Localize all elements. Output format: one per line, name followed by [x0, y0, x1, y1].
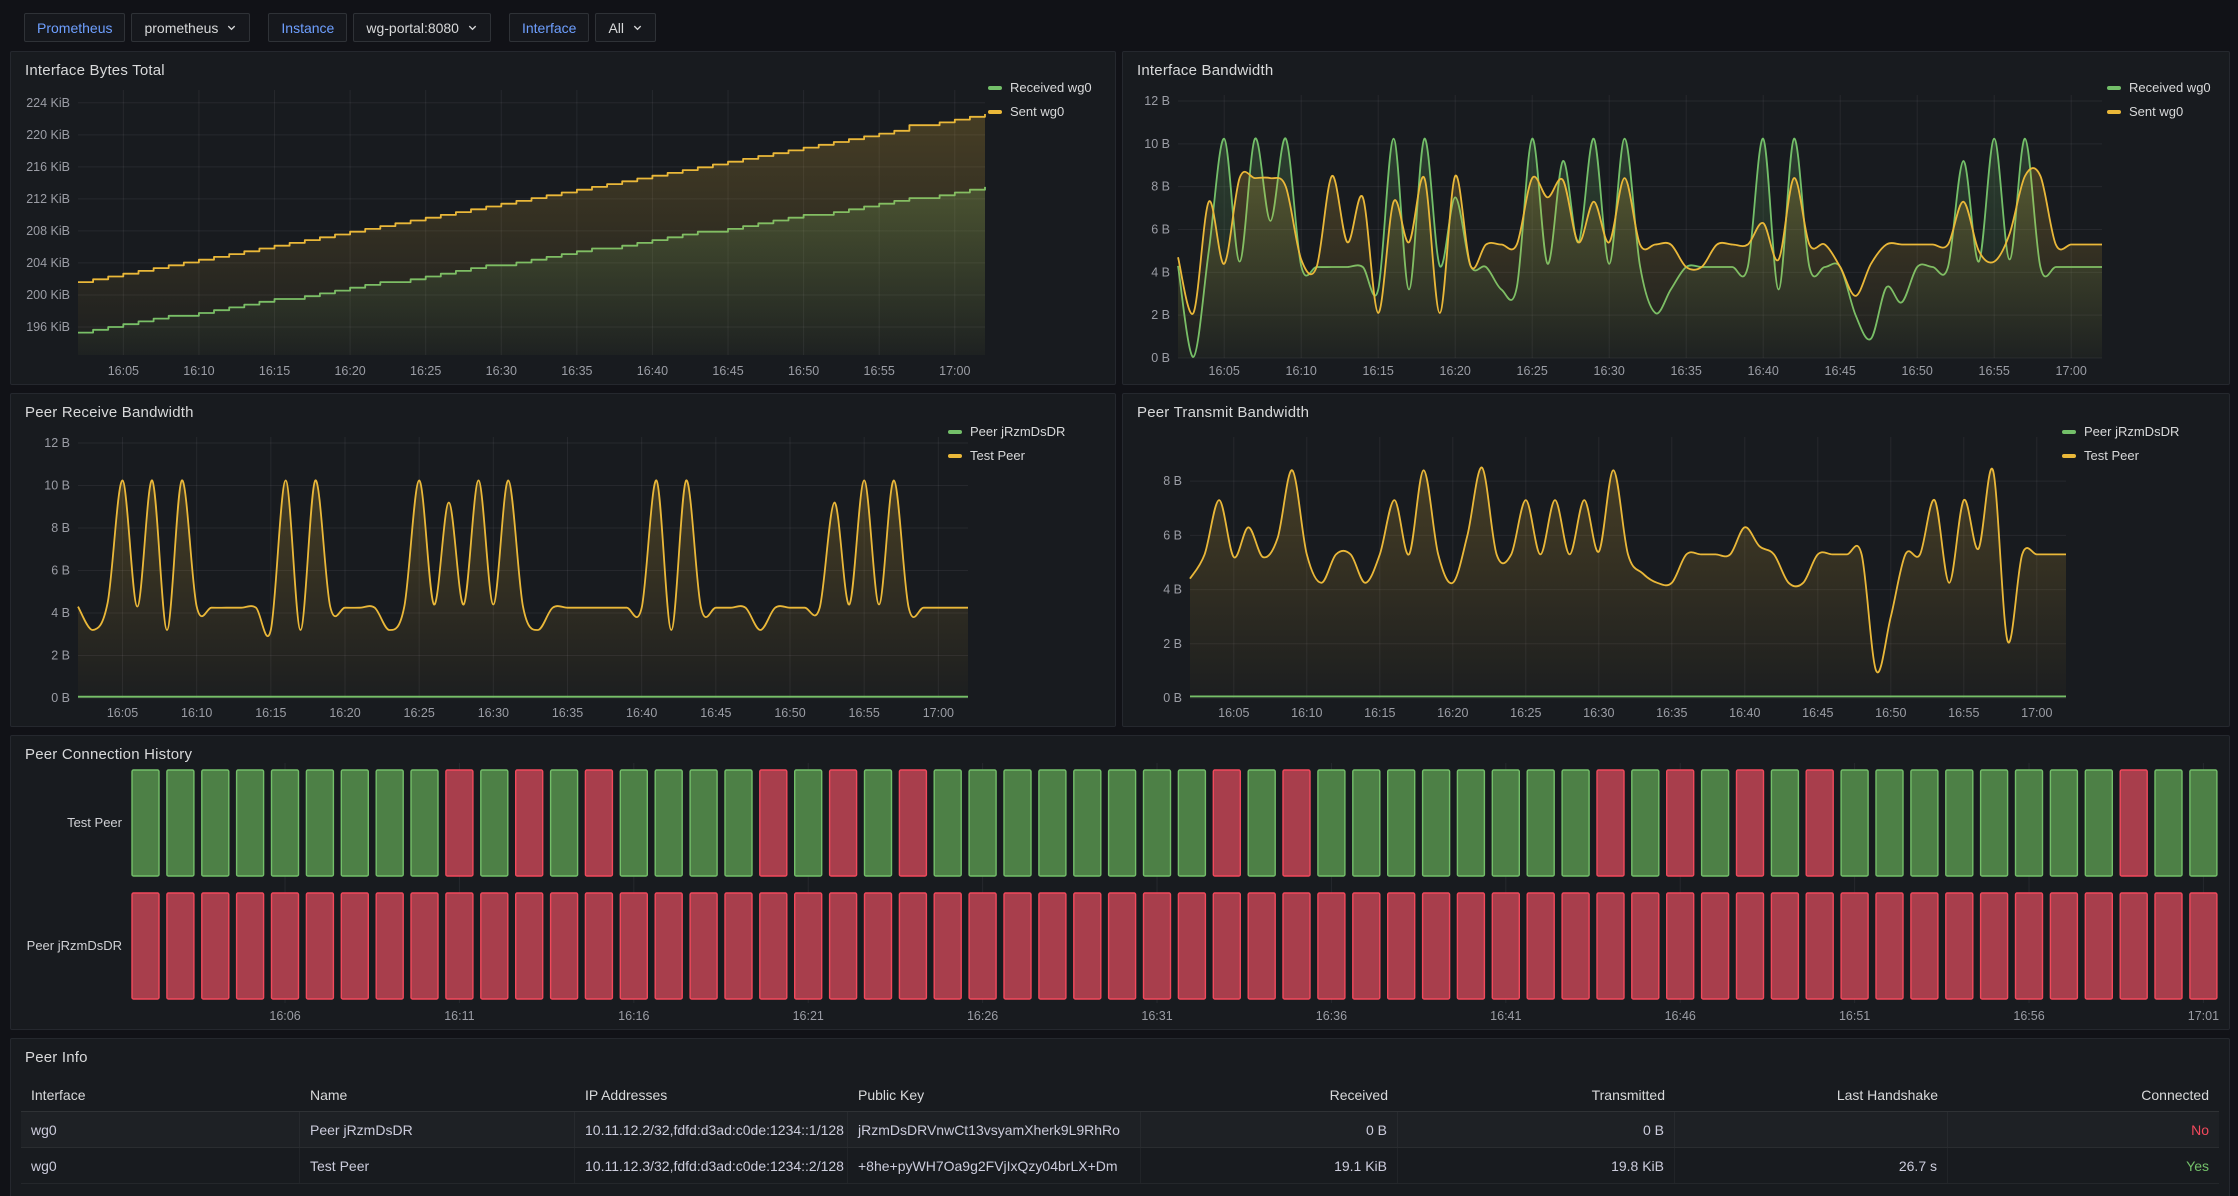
table-header-row: Interface Name IP Addresses Public Key Recei… [21, 1079, 2219, 1112]
legend-label: Sent wg0 [1010, 104, 1065, 119]
legend-item[interactable]: Peer jRzmDsDR [2062, 424, 2179, 439]
table-cell: Peer jRzmDsDR [300, 1112, 575, 1147]
panel-title[interactable]: Peer Connection History [25, 746, 193, 763]
table-cell: 0 B [1398, 1112, 1675, 1147]
legend-label: Received wg0 [2129, 80, 2211, 95]
panel-title[interactable]: Interface Bytes Total [25, 62, 165, 79]
chevron-down-icon [633, 25, 642, 31]
legend-label: Peer jRzmDsDR [2084, 424, 2180, 439]
connected-status: Yes [2186, 1157, 2209, 1174]
table-header-cell[interactable]: Received [1329, 1087, 1388, 1103]
table-cell [1675, 1112, 1948, 1147]
connected-status: No [2191, 1121, 2209, 1138]
table-cell: 10.11.12.3/32,fdfd:d3ad:c0de:1234::2/128 [575, 1148, 848, 1183]
legend-peer-transmit: Peer jRzmDsDR Test Peer [2062, 424, 2179, 463]
variable-value-interface-dropdown[interactable]: All [595, 13, 657, 42]
series-color-swatch [988, 109, 1002, 114]
legend-item[interactable]: Received wg0 [2107, 80, 2211, 95]
variable-value-prometheus-dropdown[interactable]: prometheus [131, 13, 251, 42]
panel-interface-bytes-total: Interface Bytes Total [10, 51, 1116, 385]
table-header-cell[interactable]: Transmitted [1591, 1087, 1665, 1103]
table-cell: wg0 [21, 1148, 300, 1183]
legend-interface-bytes-total: Received wg0 Sent wg0 [988, 80, 1092, 119]
panel-interface-bandwidth: Interface Bandwidth [1122, 51, 2230, 385]
table-header-cell[interactable]: Connected [2141, 1087, 2209, 1103]
chevron-down-icon [468, 25, 477, 31]
table-cell: 26.7 s [1675, 1148, 1948, 1183]
variable-value-text: wg-portal:8080 [366, 19, 459, 36]
panel-title[interactable]: Interface Bandwidth [1137, 62, 1274, 79]
legend-label: Sent wg0 [2129, 104, 2184, 119]
table-cell: 19.1 KiB [1141, 1148, 1398, 1183]
table-header-cell[interactable]: Name [310, 1087, 348, 1103]
legend-peer-receive: Peer jRzmDsDR Test Peer [948, 424, 1065, 463]
variable-label-interface[interactable]: Interface [508, 13, 590, 42]
legend-label: Peer jRzmDsDR [970, 424, 1066, 439]
legend-item[interactable]: Peer jRzmDsDR [948, 424, 1065, 439]
variable-label-prometheus[interactable]: Prometheus [24, 13, 126, 42]
table-header-cell[interactable]: Public Key [858, 1087, 925, 1103]
variable-interface: Interface All [508, 13, 657, 42]
series-color-swatch [948, 453, 962, 458]
legend-item[interactable]: Test Peer [2062, 448, 2179, 463]
variable-label-instance[interactable]: Instance [268, 13, 348, 42]
table-cell: wg0 [21, 1112, 300, 1147]
table-header-cell[interactable]: Interface [31, 1087, 86, 1103]
panel-peer-info: Peer Info Interface Name IP Addresses Publi… [10, 1038, 2230, 1196]
variable-value-text: prometheus [144, 19, 219, 36]
panel-peer-connection-history: Peer Connection History [10, 735, 2230, 1030]
table-cell: 10.11.12.2/32,fdfd:d3ad:c0de:1234::1/128 [575, 1112, 848, 1147]
table-cell: Test Peer [300, 1148, 575, 1183]
variables-toolbar: Prometheus prometheus Instance wg-portal… [24, 13, 657, 42]
legend-item[interactable]: Received wg0 [988, 80, 1092, 95]
table-header-cell[interactable]: IP Addresses [585, 1087, 668, 1103]
legend-item[interactable]: Sent wg0 [988, 104, 1092, 119]
panel-title[interactable]: Peer Transmit Bandwidth [1137, 404, 1310, 421]
series-color-swatch [2107, 85, 2121, 90]
table-row: wg0 Test Peer 10.11.12.3/32,fdfd:d3ad:c0de… [21, 1148, 2219, 1184]
legend-item[interactable]: Test Peer [948, 448, 1065, 463]
variable-prometheus: Prometheus prometheus [24, 13, 251, 42]
variable-value-instance-dropdown[interactable]: wg-portal:8080 [353, 13, 491, 42]
peer-info-table: Interface Name IP Addresses Public Key Recei… [21, 1079, 2219, 1184]
series-color-swatch [2107, 109, 2121, 114]
table-cell: +8he+pyWH7Oa9g2FVjIxQzy04brLX+Dm [848, 1148, 1141, 1183]
series-color-swatch [2062, 429, 2076, 434]
legend-label: Test Peer [2084, 448, 2139, 463]
variable-instance: Instance wg-portal:8080 [268, 13, 491, 42]
table-header-cell[interactable]: Last Handshake [1836, 1087, 1938, 1103]
legend-interface-bandwidth: Received wg0 Sent wg0 [2107, 80, 2211, 119]
legend-item[interactable]: Sent wg0 [2107, 104, 2211, 119]
legend-label: Received wg0 [1010, 80, 1092, 95]
table-cell: 19.8 KiB [1398, 1148, 1675, 1183]
series-color-swatch [988, 85, 1002, 90]
chevron-down-icon [228, 25, 236, 31]
table-row: wg0 Peer jRzmDsDR 10.11.12.2/32,fdfd:d3ad:… [21, 1112, 2219, 1148]
panel-title[interactable]: Peer Info [25, 1049, 88, 1066]
series-color-swatch [2062, 453, 2076, 458]
panel-title[interactable]: Peer Receive Bandwidth [25, 404, 194, 421]
legend-label: Test Peer [970, 448, 1025, 463]
table-cell: jRzmDsDRVnwCt13vsyamXherk9L9RhRo [848, 1112, 1141, 1147]
variable-value-text: All [608, 19, 625, 36]
table-cell: 0 B [1141, 1112, 1398, 1147]
series-color-swatch [948, 429, 962, 434]
